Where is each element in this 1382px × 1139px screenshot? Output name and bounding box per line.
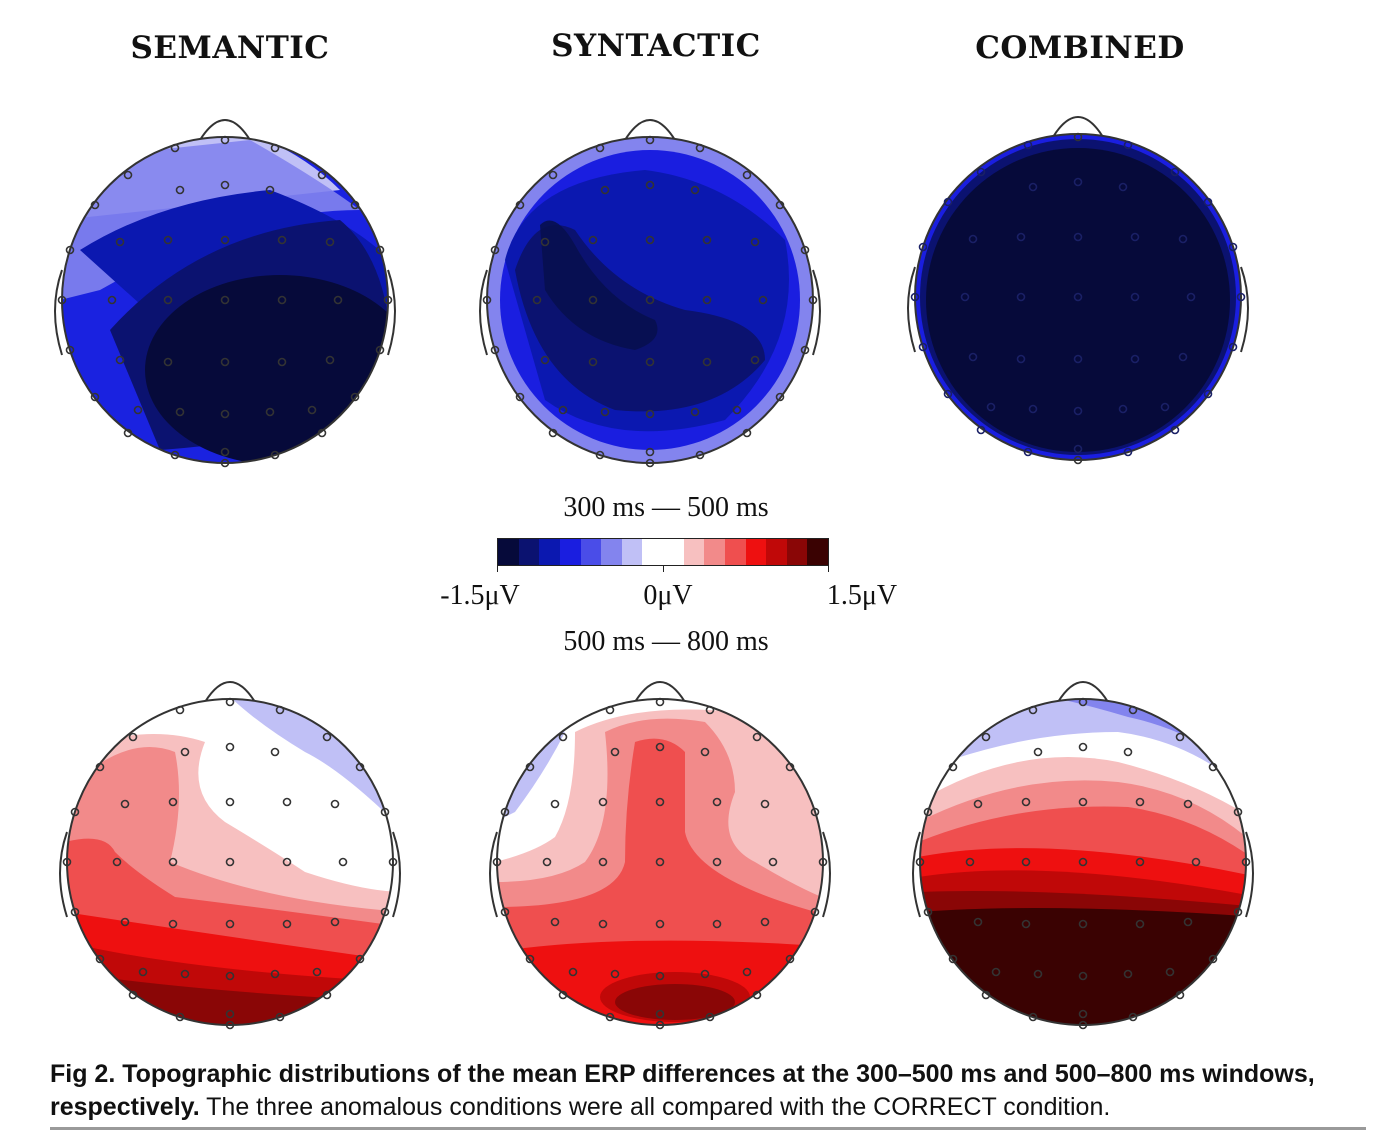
topomap-combined-early bbox=[907, 116, 1249, 465]
window-label-late: 500 ms — 800 ms bbox=[563, 626, 769, 657]
colorbar-segment bbox=[518, 539, 540, 565]
colorbar-segment bbox=[559, 539, 581, 565]
figure-label: Fig 2. bbox=[50, 1060, 116, 1088]
title-semantic: SEMANTIC bbox=[130, 30, 330, 66]
colorbar-segment bbox=[807, 539, 828, 565]
colorbar-segment bbox=[580, 539, 602, 565]
caption-rule bbox=[50, 1127, 1366, 1130]
colorbar-segment bbox=[704, 539, 725, 565]
colorbar-segment bbox=[539, 539, 560, 565]
colorbar-segment bbox=[745, 539, 767, 565]
topomap-semantic-late bbox=[59, 681, 401, 1030]
caption-bold-text: Topographic distributions of the mean ER… bbox=[50, 1060, 1315, 1121]
topomap-combined-late bbox=[912, 681, 1254, 1030]
topomap-syntactic-early bbox=[479, 119, 821, 468]
caption-rest-text: The three anomalous conditions were all … bbox=[206, 1093, 1111, 1121]
colorbar-tick-min bbox=[497, 565, 498, 572]
colorbar-tick-max bbox=[828, 565, 829, 572]
colorbar-segment bbox=[786, 539, 808, 565]
topomap-semantic-early bbox=[54, 119, 396, 468]
colorbar-segment bbox=[663, 539, 684, 565]
topomap-syntactic-late bbox=[489, 681, 831, 1030]
colorbar-max-label: 1.5μV bbox=[826, 580, 898, 611]
colorbar-min-label: -1.5μV bbox=[440, 580, 520, 611]
colorbar-segment bbox=[498, 539, 519, 565]
colorbar-segment bbox=[642, 539, 663, 565]
colorbar-segment bbox=[621, 539, 643, 565]
colorbar-segment bbox=[601, 539, 622, 565]
colorbar-mid-label: 0μV bbox=[643, 580, 693, 611]
title-combined: COMBINED bbox=[975, 30, 1185, 66]
window-label-early: 300 ms — 500 ms bbox=[563, 492, 769, 523]
colorbar-segment bbox=[766, 539, 787, 565]
colorbar-segment bbox=[683, 539, 705, 565]
colorbar-tick-mid bbox=[663, 565, 664, 572]
colorbar bbox=[497, 538, 829, 566]
title-syntactic: SYNTACTIC bbox=[551, 28, 761, 64]
colorbar-segment bbox=[724, 539, 746, 565]
figure-caption: Fig 2. Topographic distributions of the … bbox=[50, 1058, 1340, 1124]
